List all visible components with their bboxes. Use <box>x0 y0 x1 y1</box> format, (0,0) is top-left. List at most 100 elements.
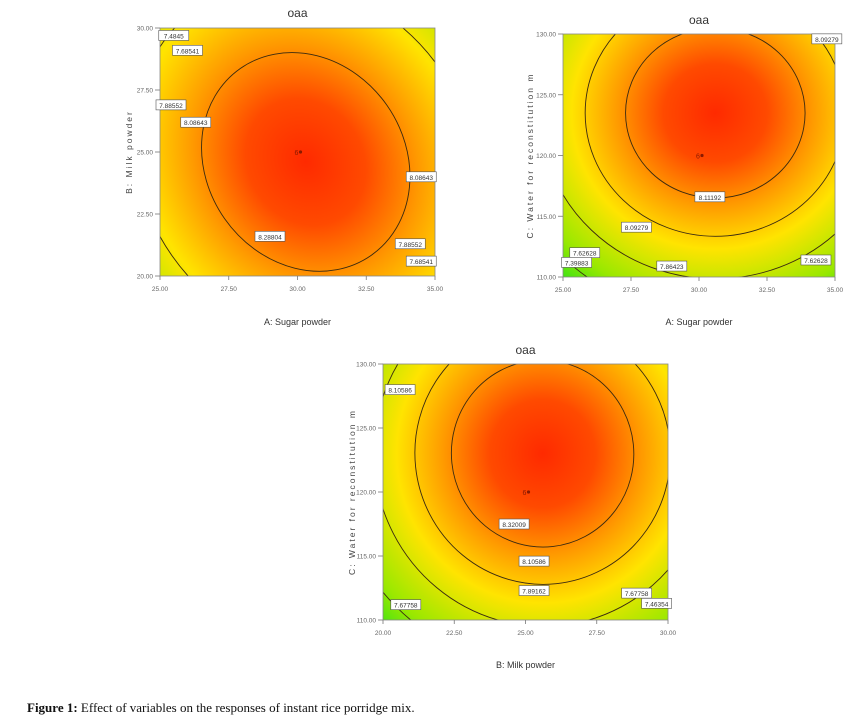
y-tick-label: 130.00 <box>536 32 556 39</box>
contour-fill <box>383 364 668 620</box>
contour-label: 8.08643 <box>405 171 437 183</box>
svg-text:7.88552: 7.88552 <box>159 103 183 110</box>
y-tick-label: 110.00 <box>357 618 377 625</box>
contour-label: 7.62628 <box>800 254 832 266</box>
x-tick-label: 35.00 <box>427 286 444 293</box>
x-tick-label: 25.00 <box>517 630 534 637</box>
center-point-marker <box>298 150 303 154</box>
figure-caption-text: Effect of variables on the responses of … <box>77 700 415 715</box>
contour-label: 8.09279 <box>621 221 652 233</box>
contour-label: 7.62628 <box>569 247 601 258</box>
y-tick-label: 22.50 <box>137 212 154 219</box>
x-tick-label: 25.00 <box>152 286 169 293</box>
x-tick-label: 27.50 <box>623 287 640 294</box>
y-tick-label: 20.00 <box>137 274 154 281</box>
svg-text:8.08643: 8.08643 <box>410 175 434 182</box>
contour-label: 7.4845 <box>158 30 190 41</box>
x-axis-label: A: Sugar powder <box>665 317 732 327</box>
contour-label: 8.08643 <box>180 116 212 128</box>
svg-text:7.62628: 7.62628 <box>804 258 828 265</box>
contour-label: 7.67758 <box>390 599 422 610</box>
svg-text:7.68541: 7.68541 <box>176 48 200 55</box>
contour-plot-1: 8.28804 8.08643 8.08643 7.88552 7.88552 7.685… <box>124 6 444 327</box>
plot-title: oaa <box>689 13 709 27</box>
svg-text:8.11192: 8.11192 <box>699 195 722 202</box>
figure-caption: Figure 1: Effect of variables on the res… <box>27 700 415 716</box>
contour-label: 7.88552 <box>394 238 426 250</box>
x-axis-label: A: Sugar powder <box>264 317 331 327</box>
center-point-marker <box>526 490 531 494</box>
x-tick-label: 25.00 <box>555 287 572 294</box>
svg-text:8.32009: 8.32009 <box>502 522 526 529</box>
y-axis-label: B: Milk powder <box>124 110 134 194</box>
x-tick-label: 35.00 <box>827 287 844 294</box>
contour-line <box>414 364 668 585</box>
svg-text:7.4845: 7.4845 <box>164 33 184 40</box>
x-tick-label: 32.50 <box>759 287 776 294</box>
x-tick-label: 20.00 <box>375 630 392 637</box>
svg-text:7.67758: 7.67758 <box>625 591 649 598</box>
contour-fill <box>563 34 835 277</box>
x-tick-label: 27.50 <box>589 630 606 637</box>
x-tick-label: 30.00 <box>289 286 306 293</box>
svg-text:8.09279: 8.09279 <box>625 225 649 232</box>
svg-text:7.86423: 7.86423 <box>660 264 684 271</box>
contour-label: 7.68541 <box>405 255 437 267</box>
contour-plot-3: 8.32009 8.10586 8.10586 7.89162 7.67758 7.677… <box>347 343 677 670</box>
contour-label: 8.10586 <box>384 384 416 395</box>
x-tick-label: 27.50 <box>221 286 238 293</box>
contour-label: 8.09279 <box>811 33 843 45</box>
y-tick-label: 120.00 <box>536 153 556 160</box>
y-tick-label: 120.00 <box>356 490 376 497</box>
svg-text:8.28804: 8.28804 <box>258 234 282 241</box>
svg-text:7.46354: 7.46354 <box>645 601 669 608</box>
contour-label: 8.32009 <box>498 518 530 530</box>
y-axis-label: C: Water for reconstitution m <box>347 409 357 575</box>
contour-label: 8.11192 <box>694 191 726 203</box>
y-tick-label: 115.00 <box>357 554 377 561</box>
y-tick-label: 27.50 <box>137 88 154 95</box>
contour-label: 7.88552 <box>155 99 187 111</box>
contour-label: 7.86423 <box>656 260 688 272</box>
svg-text:8.08643: 8.08643 <box>184 120 208 127</box>
contour-line <box>584 34 835 237</box>
y-tick-label: 110.00 <box>537 275 557 282</box>
y-axis-label: C: Water for reconstitution m <box>525 73 535 239</box>
contour-plot-sugar-milk: 8.28804 8.08643 8.08643 7.88552 7.88552 7.685… <box>124 6 844 670</box>
center-point-label: 6 <box>295 150 299 157</box>
y-tick-label: 25.00 <box>137 150 154 157</box>
contour-label: 7.46354 <box>641 598 672 609</box>
contour-label: 7.89162 <box>518 585 550 596</box>
center-point-label: 6 <box>696 154 700 161</box>
svg-text:7.67758: 7.67758 <box>394 603 418 610</box>
contour-line <box>201 52 411 272</box>
svg-text:7.68541: 7.68541 <box>410 259 434 266</box>
y-tick-label: 125.00 <box>536 92 556 99</box>
y-tick-label: 115.00 <box>537 214 557 221</box>
plot-title: oaa <box>515 343 535 357</box>
y-tick-label: 125.00 <box>356 426 376 433</box>
x-tick-label: 32.50 <box>358 286 375 293</box>
contour-line <box>450 364 635 548</box>
contour-fill <box>160 28 435 276</box>
contour-label: 7.39883 <box>561 257 592 268</box>
x-axis-label: B: Milk powder <box>496 660 555 670</box>
svg-text:7.89162: 7.89162 <box>522 589 546 596</box>
contour-label: 7.68541 <box>172 45 203 56</box>
x-tick-label: 22.50 <box>446 630 463 637</box>
contour-line <box>160 28 435 276</box>
figure-caption-label: Figure 1: <box>27 700 78 715</box>
svg-text:8.10586: 8.10586 <box>522 559 546 566</box>
svg-text:7.39883: 7.39883 <box>565 260 589 267</box>
contour-plots-canvas: 8.28804 8.08643 8.08643 7.88552 7.88552 7.685… <box>124 6 844 670</box>
contour-label: 8.10586 <box>518 555 550 567</box>
contour-label: 7.67758 <box>621 587 652 599</box>
y-tick-label: 130.00 <box>356 362 376 369</box>
svg-text:8.10586: 8.10586 <box>388 388 412 395</box>
contour-plot-2: 8.11192 8.09279 8.09279 7.86423 7.62628 7.626… <box>525 13 844 327</box>
y-tick-label: 30.00 <box>137 26 154 33</box>
center-point-label: 6 <box>523 490 527 497</box>
center-point-marker <box>700 153 704 158</box>
x-tick-label: 30.00 <box>691 287 708 294</box>
svg-text:7.62628: 7.62628 <box>573 251 597 258</box>
